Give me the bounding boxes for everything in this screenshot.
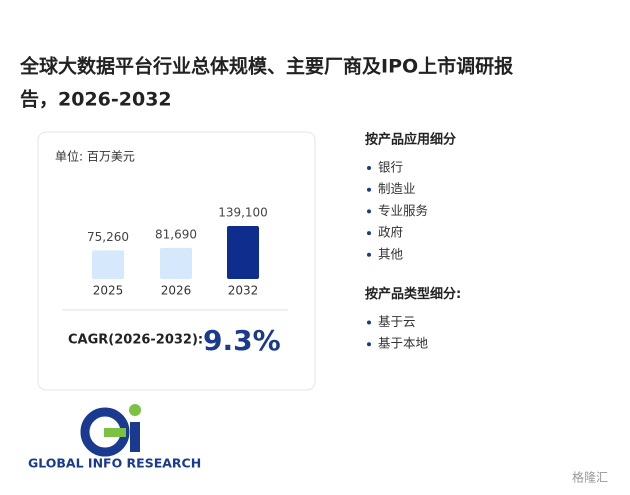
unit-label: 单位: 百万美元 — [55, 149, 135, 164]
bullet — [367, 166, 371, 170]
segment-heading: 按产品应用细分 — [365, 132, 456, 148]
segment-item: 其他 — [378, 246, 404, 261]
cagr-value: 9.3% — [203, 324, 281, 357]
logo: GLOBAL INFO RESEARCH — [28, 404, 201, 471]
x-tick-label: 2026 — [161, 284, 192, 298]
logo-text: GLOBAL INFO RESEARCH — [28, 456, 201, 471]
bar — [92, 250, 124, 279]
bullet — [367, 252, 371, 257]
bullet — [367, 209, 371, 214]
segment-item: 制造业 — [378, 181, 416, 196]
title: 告，2026-2032 — [20, 88, 172, 111]
x-tick-label: 2032 — [228, 284, 259, 298]
brand: 格隆汇 — [572, 470, 608, 485]
cagr-label: CAGR(2026-2032): — [68, 333, 203, 348]
segment-item: 专业服务 — [378, 203, 428, 218]
x-tick-label: 2025 — [93, 284, 124, 298]
segment-item: 政府 — [378, 225, 403, 240]
segment-heading: 按产品类型细分: — [365, 286, 461, 302]
logo-dot — [129, 404, 141, 416]
value-label: 75,260 — [87, 230, 129, 244]
title: 全球大数据平台行业总体规模、主要厂商及IPO上市调研报 — [19, 55, 513, 78]
segment-item: 基于云 — [378, 314, 416, 329]
bar — [227, 226, 259, 279]
segment-item: 基于本地 — [378, 336, 429, 351]
logo-i — [130, 422, 140, 452]
bullet — [367, 342, 371, 347]
value-label: 139,100 — [218, 206, 268, 220]
bullet — [367, 320, 371, 325]
segment-item: 银行 — [378, 160, 403, 175]
bullet — [367, 231, 371, 236]
logo-bar — [104, 428, 126, 437]
value-label: 81,690 — [155, 227, 197, 241]
bar — [160, 247, 192, 279]
bullet — [367, 187, 371, 192]
